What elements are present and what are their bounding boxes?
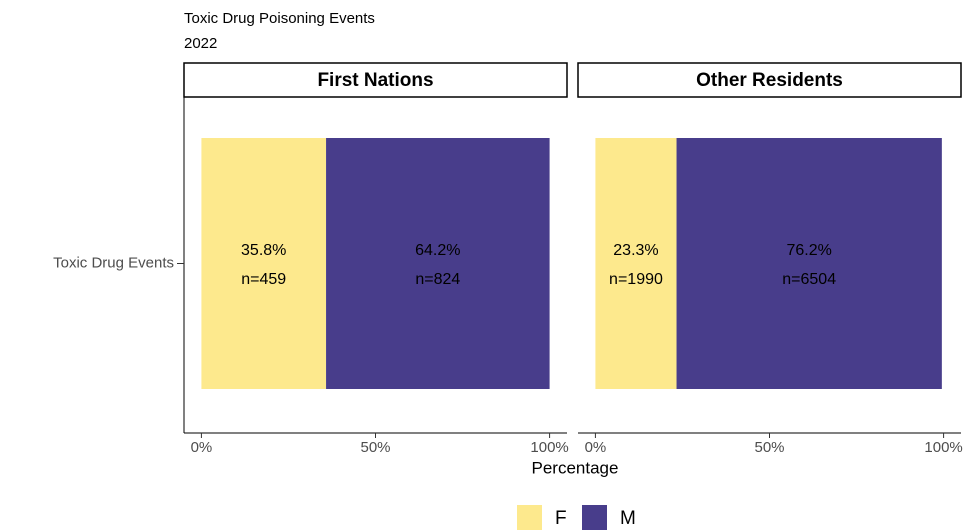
x-tick-label: 100% [530,439,568,456]
x-axis-label: Percentage [532,458,619,477]
strip-label: First Nations [317,70,433,91]
bar-segment [595,138,677,389]
x-tick-label: 100% [924,439,962,456]
y-tick-label: Toxic Drug Events [53,254,174,271]
count-label: n=1990 [609,271,663,288]
x-tick-label: 50% [360,439,390,456]
value-label: 35.8% [241,242,286,259]
legend-label: F [555,508,567,529]
strip [183,62,568,98]
x-tick-label: 0% [585,439,607,456]
value-label: 76.2% [787,242,832,259]
legend-key [517,505,542,530]
count-label: n=824 [415,271,460,288]
count-label: n=459 [241,271,286,288]
x-tick-label: 50% [754,439,784,456]
bar-segment [326,138,550,389]
legend-key [582,505,607,530]
x-tick-label: 0% [191,439,213,456]
bar-segment [201,138,327,389]
chart-title: Toxic Drug Poisoning Events [184,10,375,27]
legend-label: M [620,508,636,529]
strip [577,62,962,98]
strip-label: Other Residents [696,70,843,91]
bar-segment [676,138,942,389]
value-label: 64.2% [415,242,460,259]
chart-subtitle: 2022 [184,35,217,52]
count-label: n=6504 [782,271,836,288]
value-label: 23.3% [613,242,658,259]
